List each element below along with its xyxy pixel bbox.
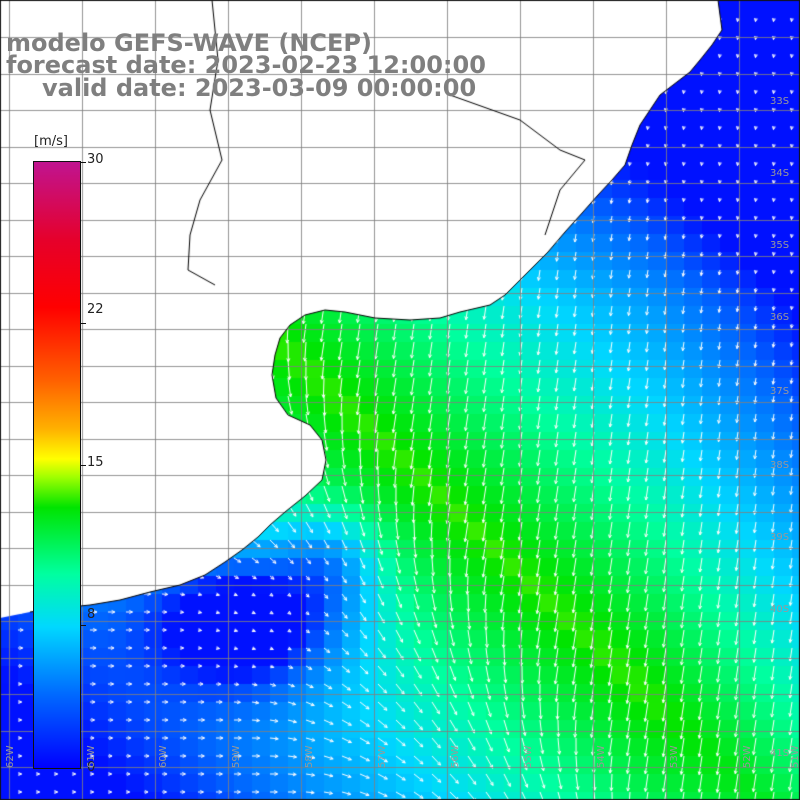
forecast-date: forecast date: 2023-02-23 12:00:00 [6,51,486,79]
lon-label: 55W [523,745,534,768]
lon-label: 59W [231,745,242,768]
colorbar-tick-8: 8 [87,607,96,622]
lon-label: 60W [158,745,169,768]
colorbar-tick-30: 30 [87,152,104,167]
lat-label: 41S [770,748,790,759]
lon-label: 62W [5,745,16,768]
colorbar-tick-0: 0 [87,760,96,775]
lon-label: 61W [86,745,97,768]
lat-label: 38S [770,460,790,471]
colorbar [33,161,81,769]
lon-label: 56W [450,745,461,768]
colorbar-tick-mark [80,162,86,163]
colorbar-tick-15: 15 [87,455,104,470]
lat-label: 39S [770,532,790,543]
lat-label: 34S [770,168,790,179]
colorbar-tick-mark [80,625,86,626]
valid-date: valid date: 2023-03-09 00:00:00 [42,74,477,102]
lon-label: 58W [304,745,315,768]
colorbar-tick-mark [80,323,86,324]
lat-label: 36S [770,312,790,323]
lon-label: 52W [742,745,753,768]
model-title: modelo GEFS-WAVE (NCEP) [6,29,372,57]
lon-label: 57W [377,745,388,768]
lon-label: 54W [596,745,607,768]
colorbar-tick-mark [80,465,86,466]
lat-label: 35S [770,240,790,251]
colorbar-unit: [m/s] [34,134,68,149]
lat-label: 40S [770,604,790,615]
lat-label: 37S [770,386,790,397]
colorbar-tick-22: 22 [87,302,104,317]
lon-label: 51W [790,745,800,768]
lat-label: 33S [770,96,790,107]
lon-label: 53W [669,745,680,768]
